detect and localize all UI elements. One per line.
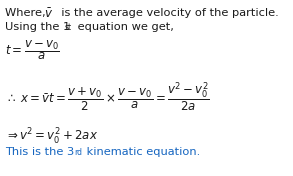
Text: $\bar{v}$: $\bar{v}$ xyxy=(44,8,53,21)
Text: This is the 3: This is the 3 xyxy=(5,147,74,157)
Text: $\therefore\; x = \bar{v}t = \dfrac{v+v_0}{2} \times \dfrac{v-v_0}{a} = \dfrac{v: $\therefore\; x = \bar{v}t = \dfrac{v+v_… xyxy=(5,80,210,113)
Text: rd: rd xyxy=(74,148,82,157)
Text: kinematic equation.: kinematic equation. xyxy=(83,147,200,157)
Text: equation we get,: equation we get, xyxy=(74,22,174,32)
Text: $\Rightarrow v^2 = v_0^2 + 2ax$: $\Rightarrow v^2 = v_0^2 + 2ax$ xyxy=(5,127,98,147)
Text: Where,: Where, xyxy=(5,8,49,18)
Text: Using the 1: Using the 1 xyxy=(5,22,70,32)
Text: $t = \dfrac{v-v_0}{a}$: $t = \dfrac{v-v_0}{a}$ xyxy=(5,38,60,62)
Text: st: st xyxy=(65,23,72,32)
Text: is the average velocity of the particle.: is the average velocity of the particle. xyxy=(54,8,279,18)
